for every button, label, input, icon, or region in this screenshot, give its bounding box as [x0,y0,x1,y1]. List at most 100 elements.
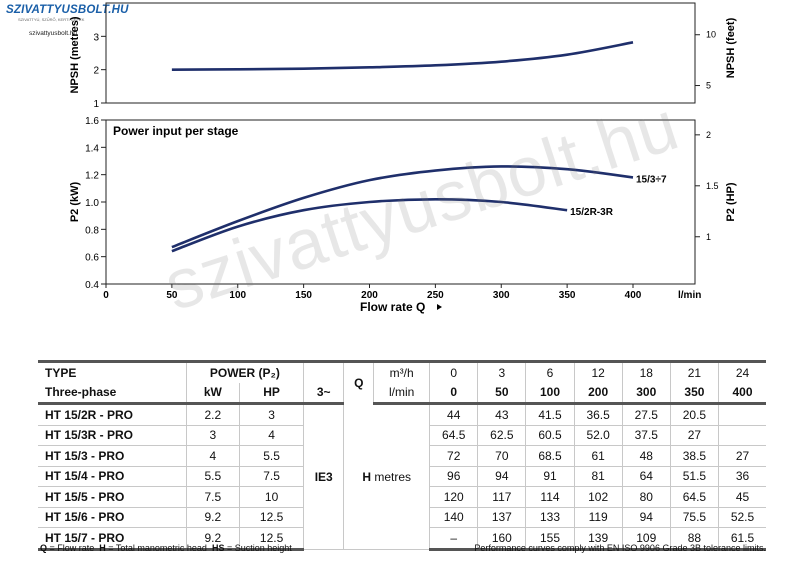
power-plot-frame [105,119,696,285]
head-value: 60.5 [525,425,575,446]
table-row: HT 15/6 - PRO 9.2 12.5 140 137 133 119 94 75.5 52… [38,507,766,528]
flow-arrow-icon [437,304,442,310]
power-series-label: 15/3÷7 [636,174,667,185]
flow-lmin-value: 400 [717,382,766,405]
lmin-unit-header: l/min [373,382,430,405]
npsh-ytick-label: 2 [93,66,99,77]
power-xtick-label: 200 [361,290,378,301]
power-right-tick-label: 1.5 [706,181,719,191]
pump-type: HT 15/4 - PRO [38,466,187,487]
head-value: 70 [477,445,526,467]
flow-m3h-value: 0 [429,360,478,383]
flow-m3h-value: 12 [573,360,623,383]
head-unit: metres [374,469,412,484]
head-value: 155 [525,527,575,551]
phase-label: Three-phase [38,382,187,405]
flow-lmin-value: 50 [477,382,526,405]
table-row: HT 15/5 - PRO 7.5 10 120 117 114 102 80 64.5 45 [38,486,766,508]
type-header: TYPE [38,360,187,383]
table-row: HT 15/3 - PRO 4 5.5 72 70 68.5 61 48 38.5 27 [38,445,766,467]
power-kw: 5.5 [185,466,240,487]
head-value: 160 [477,527,526,551]
head-value: 48 [621,445,671,467]
power-xtick-label: 0 [103,290,109,301]
power-ytick-label: 1.4 [85,143,99,154]
pump-type: HT 15/3R - PRO [38,425,187,446]
power-right-tick-label: 1 [706,232,711,242]
head-value: 91 [525,466,575,487]
head-symbol: H [362,469,375,484]
head-value: 119 [573,507,623,528]
table-row: HT 15/4 - PRO 5.5 7.5 96 94 91 81 64 51.5 36 [38,466,766,487]
head-value: 45 [717,486,766,508]
head-value: 80 [621,486,671,508]
head-value: 52.5 [717,507,766,528]
power-kw: 9.2 [185,507,240,528]
head-value: 61.5 [717,527,766,551]
head-value: 37.5 [621,425,671,446]
head-value: 27.5 [621,403,671,426]
flow-lmin-value: 100 [525,382,575,405]
power-curve [171,165,634,249]
power-header: POWER (P₂) [185,360,304,383]
power-hp: 5.5 [239,445,304,467]
head-value: 36 [717,466,766,487]
logo-brand: SZIVATTYUSBOLT.HU [6,4,129,16]
head-value: 61 [573,445,623,467]
table-header-row: Three-phase kW HP 3~ l/min 0 50 100 200 300 350 400 [38,382,766,405]
m3h-unit-header: m³/h [373,360,430,383]
power-hp: 12.5 [239,527,304,551]
logo: SZIVATTYUSBOLT.HU SZIVATTYÚ, SZŰRŐ, KERT… [6,4,128,38]
head-value [717,425,766,446]
head-value: 88 [669,527,719,551]
power-curve [171,197,568,253]
power-xtick-label: 400 [625,290,642,301]
head-value: 120 [429,486,478,508]
power-ytick-label: 1.2 [85,171,99,182]
head-value: 72 [429,445,478,467]
power-ylabel: P2 (kW) [69,181,81,222]
head-value: 109 [621,527,671,551]
head-value [717,403,766,426]
head-value: 52.0 [573,425,623,446]
head-value: 64 [621,466,671,487]
power-ytick-label: 0.4 [85,280,99,291]
hp-header: HP [239,382,304,405]
power-xtick-label: 50 [166,290,178,301]
head-value: 75.5 [669,507,719,528]
head-value: 137 [477,507,526,528]
pump-type: HT 15/2R - PRO [38,403,187,426]
footer-note: Performance curves comply with EN ISO 99… [474,543,766,553]
head-value: 44 [429,403,478,426]
flow-m3h-value: 3 [477,360,526,383]
head-value: 117 [477,486,526,508]
head-value: 38.5 [669,445,719,467]
head-value: 27 [669,425,719,446]
power-kw: 3 [185,425,240,446]
power-xtick-label: 250 [427,290,444,301]
flow-lmin-value: 200 [573,382,623,405]
power-x-unit: l/min [678,290,701,301]
q-header: Q [343,360,374,404]
power-hp: 7.5 [239,466,304,487]
pump-type: HT 15/3 - PRO [38,445,187,467]
power-kw: 7.5 [185,486,240,508]
head-value: 64.5 [669,486,719,508]
head-value: 36.5 [573,403,623,426]
head-value: 133 [525,507,575,528]
flow-m3h-value: 6 [525,360,575,383]
logo-site: szivattyusbolt.hu [29,30,78,37]
power-ytick-label: 1.6 [85,116,99,127]
head-unit-label: H metres [343,403,430,550]
ie3-label: IE3 [303,403,344,550]
power-series-label: 15/2R-3R [570,207,614,218]
power-kw: 2.2 [185,403,240,426]
power-ytick-label: 0.6 [85,253,99,264]
three-phase-header: 3~ [303,382,344,405]
power-hp: 12.5 [239,507,304,528]
power-kw: 4 [185,445,240,467]
npsh-right-tick-label: 10 [706,30,716,40]
head-value: 94 [621,507,671,528]
power-xtick-label: 350 [559,290,576,301]
